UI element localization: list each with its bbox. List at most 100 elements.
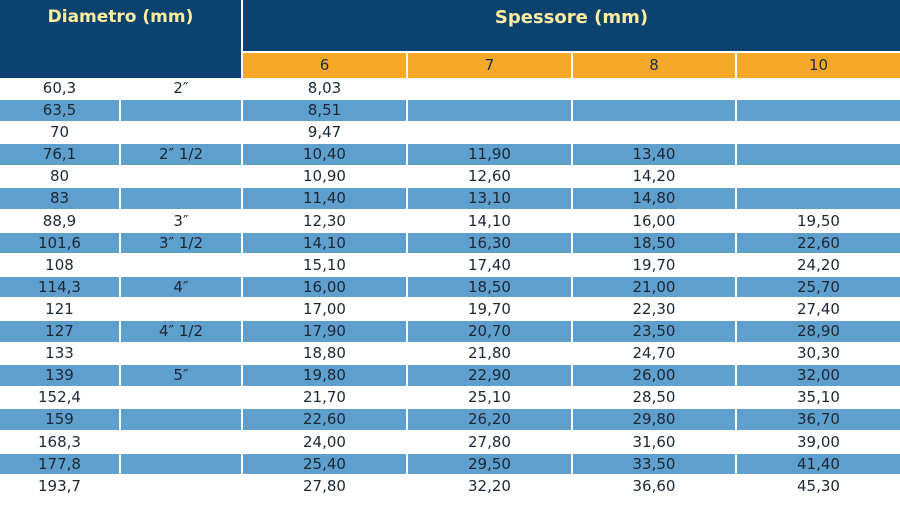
thickness-value-cell: 19,80 — [243, 365, 406, 386]
table-row: 114,3 4″ 16,00 18,50 21,00 25,70 — [0, 276, 900, 299]
diameter-mm-cell: 80 — [49, 167, 70, 186]
thickness-value-cell: 21,70 — [303, 388, 346, 407]
table-row: 139 5″ 19,80 22,90 26,00 32,00 — [0, 365, 900, 387]
diameter-inch-cell — [121, 166, 241, 187]
thickness-value-cell: 17,40 — [468, 255, 511, 274]
thickness-value-cell: 16,00 — [243, 276, 406, 298]
thickness-value-cell — [408, 122, 571, 143]
thickness-value-cell: 19,70 — [632, 255, 676, 274]
table-header: Diametro (mm) Spessore (mm) 6 7 8 10 — [0, 0, 900, 78]
thickness-value-cell: 32,20 — [468, 476, 511, 495]
thickness-value-cell: 11,90 — [408, 144, 571, 165]
thickness-value-cell: 26,00 — [573, 365, 735, 386]
diameter-inch-cell — [121, 122, 241, 143]
thickness-value-cell: 19,70 — [468, 299, 511, 318]
thickness-value-cell — [737, 166, 900, 187]
diameter-mm-cell: 121 — [45, 299, 74, 318]
thickness-value-cell — [408, 100, 571, 121]
diameter-mm-cell: 63,5 — [0, 100, 119, 121]
diameter-inch-cell — [121, 432, 241, 453]
diameter-mm-cell: 76,1 — [0, 144, 119, 165]
thickness-value-cell: 17,90 — [243, 321, 406, 342]
table-row: 152,4 21,70 25,10 28,50 35,10 — [0, 387, 900, 409]
diameter-header-block — [0, 0, 241, 78]
diameter-mm-cell: 133 — [45, 344, 74, 363]
thickness-value-cell: 33,50 — [573, 453, 735, 475]
diameter-inch-cell — [121, 476, 241, 497]
thickness-value-cell: 10,90 — [303, 167, 346, 186]
thickness-header-block — [243, 0, 900, 51]
thickness-value-cell: 28,50 — [632, 388, 676, 407]
diameter-header-title: Diametro (mm) — [47, 7, 194, 27]
thickness-value-cell: 39,00 — [797, 432, 840, 451]
thickness-columns-row: 6 7 8 10 — [243, 53, 900, 78]
table-row: 133 18,80 21,80 24,70 30,30 — [0, 343, 900, 365]
diameter-inch-cell — [121, 387, 241, 408]
thickness-value-cell: 24,20 — [797, 255, 840, 274]
thickness-value-cell — [573, 122, 735, 143]
diameter-mm-cell: 168,3 — [38, 432, 81, 451]
thickness-value-cell: 28,90 — [737, 321, 900, 342]
thickness-value-cell: 18,50 — [408, 276, 571, 298]
table-row: 88,9 3″ 12,30 14,10 16,00 19,50 — [0, 211, 900, 233]
thickness-value-cell: 16,30 — [408, 232, 571, 254]
thickness-value-cell: 22,90 — [408, 365, 571, 386]
diameter-mm-cell: 139 — [0, 365, 119, 386]
table-row: 63,5 8,51 — [0, 100, 900, 122]
thickness-value-cell: 30,30 — [797, 344, 840, 363]
thickness-value-cell — [573, 78, 735, 99]
diameter-inch-cell — [121, 255, 241, 276]
thickness-value-cell: 16,00 — [632, 211, 676, 230]
thickness-value-cell: 27,40 — [797, 299, 840, 318]
thickness-value-cell: 32,00 — [737, 365, 900, 386]
diameter-mm-cell: 60,3 — [42, 79, 77, 97]
diameter-mm-cell: 88,9 — [42, 211, 77, 230]
thickness-value-cell: 24,70 — [632, 344, 676, 363]
table-row: 108 15,10 17,40 19,70 24,20 — [0, 255, 900, 277]
thickness-value-cell: 10,40 — [243, 144, 406, 165]
table-row: 76,1 2″ 1/2 10,40 11,90 13,40 — [0, 144, 900, 166]
thickness-value-cell: 22,30 — [632, 299, 676, 318]
thickness-value-cell: 18,50 — [573, 232, 735, 254]
diameter-inch-cell — [121, 188, 241, 209]
thickness-value-cell: 25,10 — [468, 388, 511, 407]
thickness-column-8: 8 — [573, 53, 735, 78]
thickness-value-cell: 15,10 — [303, 255, 346, 274]
thickness-value-cell: 22,60 — [243, 409, 406, 430]
diameter-inch-cell — [121, 299, 241, 320]
diameter-mm-cell: 83 — [0, 188, 119, 209]
thickness-value-cell: 19,50 — [797, 211, 840, 230]
diameter-mm-cell: 114,3 — [0, 276, 119, 298]
thickness-value-cell: 31,60 — [632, 432, 676, 451]
diameter-inch-cell — [121, 453, 241, 475]
thickness-value-cell: 35,10 — [797, 388, 840, 407]
thickness-value-cell: 45,30 — [797, 476, 840, 495]
diameter-inch-cell — [121, 343, 241, 364]
thickness-value-cell — [573, 100, 735, 121]
thickness-value-cell: 9,47 — [307, 123, 342, 142]
diameter-inch-cell: 3″ — [173, 211, 189, 230]
thickness-value-cell: 25,40 — [243, 453, 406, 475]
table-row: 177,8 25,40 29,50 33,50 41,40 — [0, 453, 900, 476]
thickness-value-cell: 8,51 — [243, 100, 406, 121]
thickness-value-cell: 27,80 — [468, 432, 511, 451]
diameter-mm-cell: 101,6 — [0, 232, 119, 254]
thickness-value-cell — [737, 78, 900, 99]
thickness-value-cell: 11,40 — [243, 188, 406, 209]
thickness-value-cell: 17,00 — [303, 299, 346, 318]
diameter-mm-cell: 159 — [0, 409, 119, 430]
thickness-value-cell: 21,00 — [573, 276, 735, 298]
thickness-value-cell: 18,80 — [303, 344, 346, 363]
thickness-column-6: 6 — [243, 53, 406, 78]
thickness-value-cell: 22,60 — [737, 232, 900, 254]
diameter-inch-cell — [121, 100, 241, 121]
thickness-value-cell: 36,70 — [737, 409, 900, 430]
thickness-value-cell — [737, 100, 900, 121]
thickness-value-cell: 29,50 — [408, 453, 571, 475]
thickness-value-cell — [737, 188, 900, 209]
thickness-value-cell: 21,80 — [468, 344, 511, 363]
pipe-thickness-table: Diametro (mm) Spessore (mm) 6 7 8 10 60,… — [0, 0, 900, 497]
diameter-inch-cell: 3″ 1/2 — [121, 232, 241, 254]
diameter-mm-cell: 108 — [45, 255, 74, 274]
thickness-value-cell: 12,60 — [468, 167, 511, 186]
